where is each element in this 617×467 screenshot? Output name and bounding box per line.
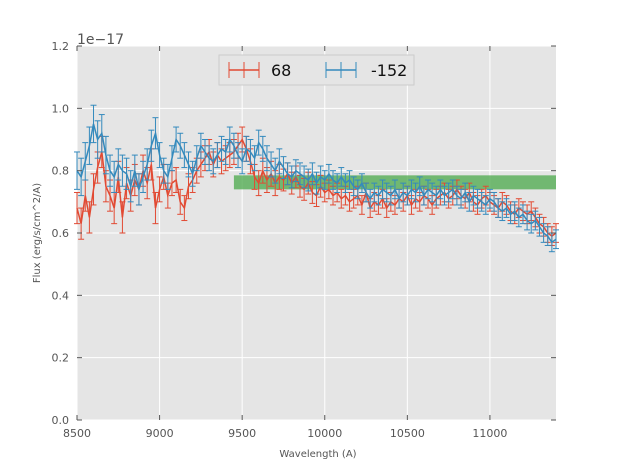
y-axis-ticks: 0.0 0.2 0.4 0.6 0.8 1.0 1.2 <box>52 40 556 427</box>
legend-label: -152 <box>371 61 407 80</box>
y-tick-label: 1.0 <box>52 102 70 115</box>
series-line <box>76 123 557 244</box>
y-tick-label: 0.6 <box>52 227 70 240</box>
series-layer <box>74 104 559 253</box>
series-line <box>76 137 557 238</box>
x-tick-label: 9500 <box>228 427 256 440</box>
y-tick-label: 1.2 <box>52 40 70 53</box>
legend: 68 -152 <box>218 54 415 86</box>
legend-entry-0: 68 <box>228 61 291 80</box>
y-tick-label: 0.2 <box>52 352 70 365</box>
y-tick-label: 0.8 <box>52 165 70 178</box>
y-gridlines <box>77 45 556 421</box>
y-tick-label: 0.0 <box>52 414 70 427</box>
y-tick-label: 0.4 <box>52 289 70 302</box>
x-tick-label: 10500 <box>390 427 425 440</box>
legend-entry-1: -152 <box>325 61 407 80</box>
x-tick-label: 11000 <box>472 427 507 440</box>
series-1 <box>74 104 559 253</box>
x-axis-title: Wavelength (A) <box>279 449 356 460</box>
x-tick-label: 8500 <box>63 427 91 440</box>
legend-label: 68 <box>271 61 291 80</box>
y-offset-label: 1e−17 <box>77 32 124 48</box>
y-axis-title: Flux (erg/s/cm^2/A) <box>32 183 43 283</box>
x-tick-label: 9000 <box>146 427 174 440</box>
x-axis-ticks: 8500 9000 9500 10000 10500 11000 <box>63 46 507 440</box>
legend-entries: 68 -152 <box>228 61 407 80</box>
x-tick-label: 10000 <box>307 427 342 440</box>
